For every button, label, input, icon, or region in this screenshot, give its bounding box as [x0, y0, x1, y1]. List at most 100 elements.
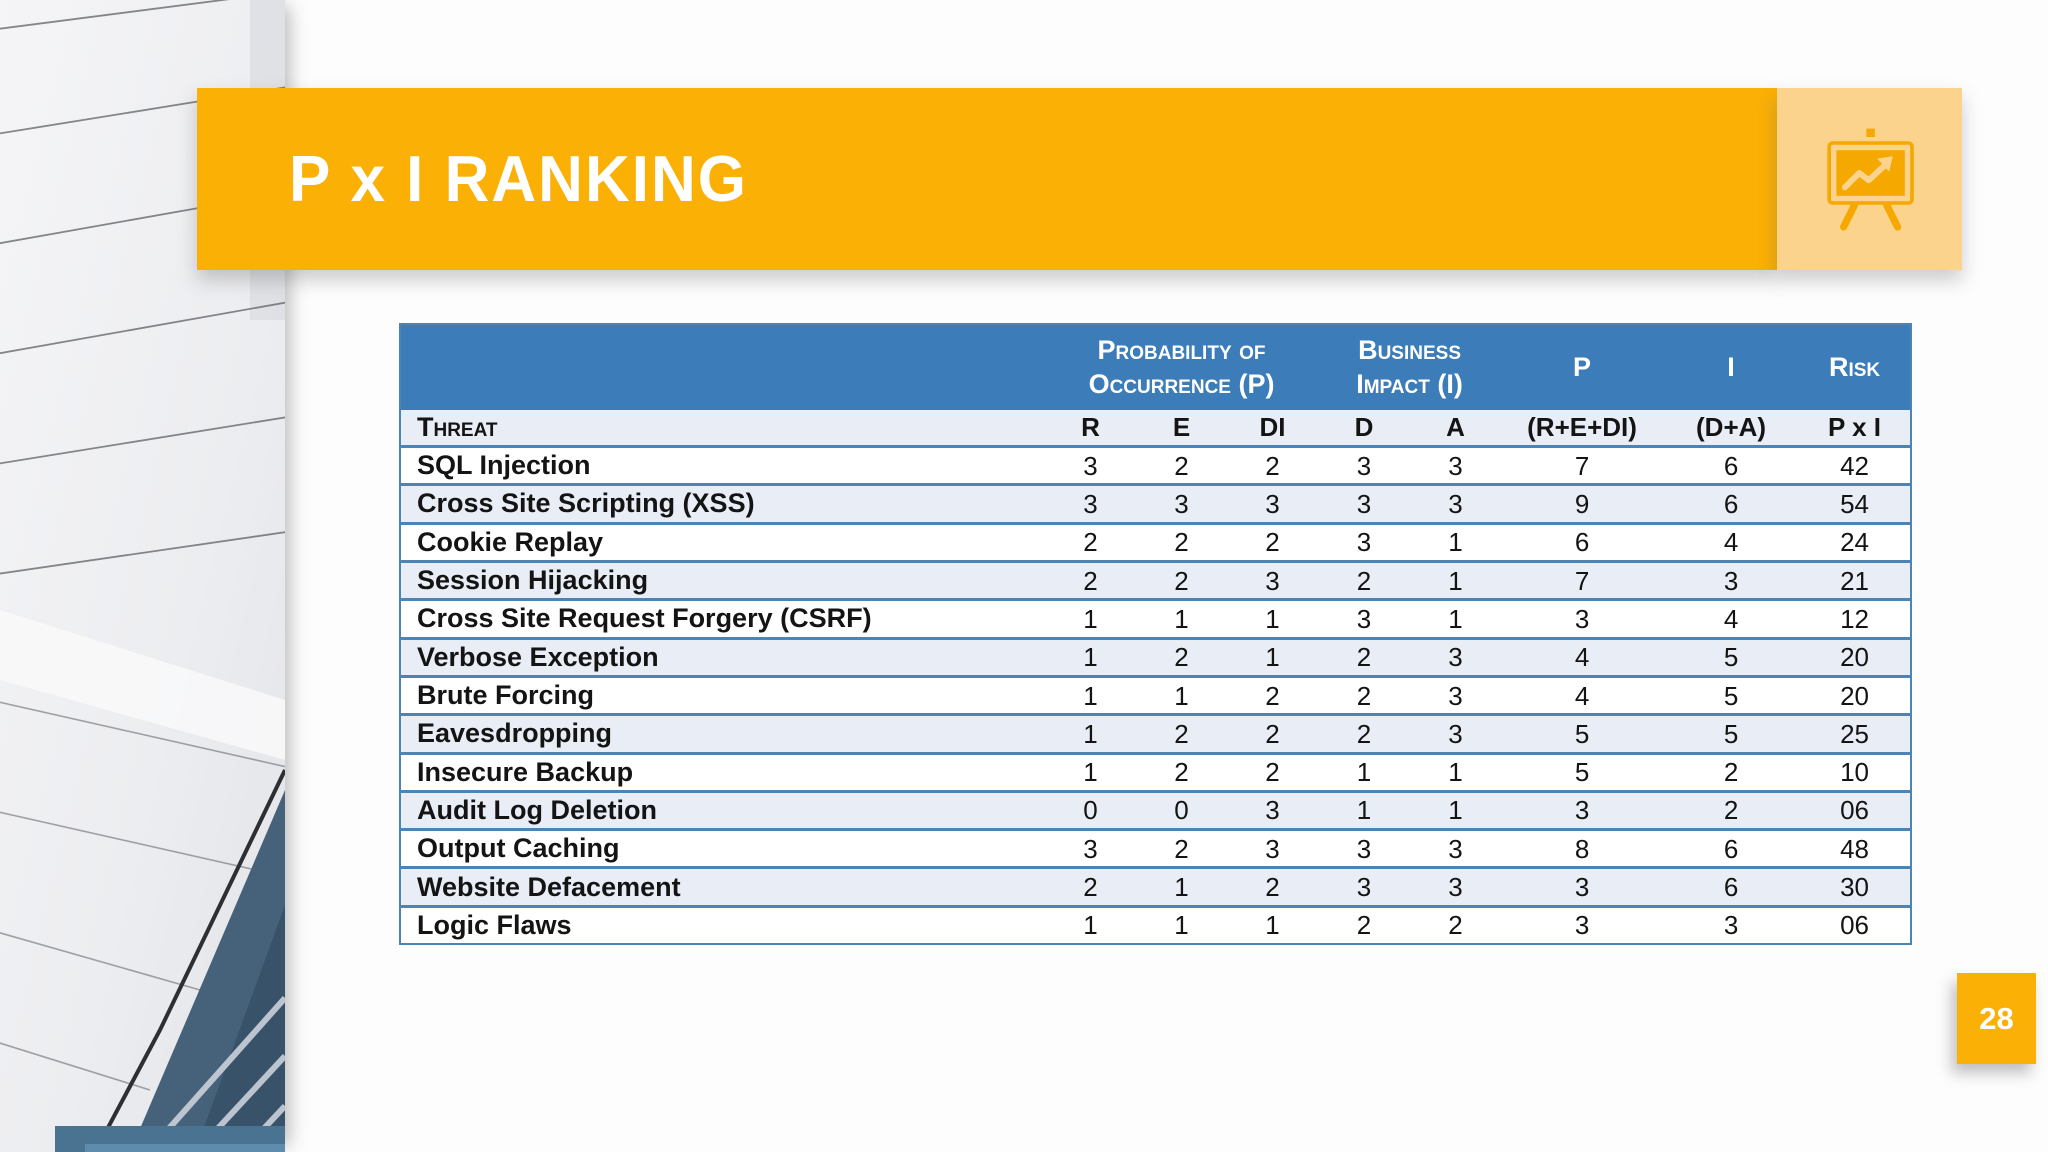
- score-cell: 3: [1227, 789, 1319, 830]
- score-cell: 2: [1045, 866, 1136, 907]
- group-header-impact: Business Impact (I): [1318, 324, 1502, 410]
- table-row: Verbose Exception 1 2 1 2 3 4 5 20: [400, 636, 1912, 677]
- score-cell: 1: [1410, 598, 1502, 639]
- score-cell: 1: [1136, 866, 1227, 907]
- score-cell: 1: [1136, 598, 1227, 639]
- threat-name: Verbose Exception: [400, 636, 1045, 677]
- score-cell: 2: [1227, 444, 1319, 485]
- score-cell: 1: [1045, 598, 1136, 639]
- group-header-p: P: [1501, 324, 1664, 410]
- score-cell: 4: [1663, 521, 1800, 562]
- column-header-p-sum: (R+E+DI): [1501, 410, 1664, 447]
- column-header-e: E: [1136, 410, 1227, 447]
- threat-name: Output Caching: [400, 828, 1045, 868]
- score-cell: 06: [1799, 789, 1912, 830]
- score-cell: 3: [1045, 828, 1136, 868]
- threat-name: Cross Site Request Forgery (CSRF): [400, 598, 1045, 639]
- score-cell: 1: [1045, 713, 1136, 753]
- score-cell: 5: [1663, 674, 1800, 715]
- score-cell: 9: [1501, 483, 1664, 524]
- threat-name: SQL Injection: [400, 444, 1045, 485]
- table-row: Session Hijacking 2 2 3 2 1 7 3 21: [400, 559, 1912, 600]
- score-cell: 2: [1045, 521, 1136, 562]
- score-cell: 21: [1799, 559, 1912, 600]
- threat-name: Brute Forcing: [400, 674, 1045, 715]
- score-cell: 5: [1501, 713, 1664, 753]
- group-header-i: I: [1663, 324, 1800, 410]
- threat-name: Audit Log Deletion: [400, 789, 1045, 830]
- score-cell: 1: [1045, 904, 1136, 944]
- group-header-risk: Risk: [1799, 324, 1912, 410]
- table-group-header-row: Probability of Occurrence (P) Business I…: [400, 324, 1912, 410]
- score-cell: 3: [1501, 904, 1664, 944]
- threat-name: Cookie Replay: [400, 521, 1045, 562]
- threat-name: Logic Flaws: [400, 904, 1045, 944]
- score-cell: 20: [1799, 636, 1912, 677]
- score-cell: 3: [1410, 444, 1502, 485]
- score-cell: 1: [1410, 559, 1502, 600]
- score-cell: 8: [1501, 828, 1664, 868]
- score-cell: 3: [1318, 598, 1411, 639]
- score-cell: 12: [1799, 598, 1912, 639]
- score-cell: 2: [1318, 636, 1411, 677]
- group-header-spacer: [400, 324, 1045, 410]
- table-row: Insecure Backup 1 2 2 1 1 5 2 10: [400, 751, 1912, 792]
- score-cell: 1: [1045, 674, 1136, 715]
- score-cell: 2: [1410, 904, 1502, 944]
- table-row: Eavesdropping 1 2 2 2 3 5 5 25: [400, 713, 1912, 753]
- score-cell: 1: [1318, 789, 1411, 830]
- score-cell: 20: [1799, 674, 1912, 715]
- score-cell: 2: [1136, 828, 1227, 868]
- score-cell: 1: [1227, 904, 1319, 944]
- score-cell: 2: [1227, 521, 1319, 562]
- title-banner: P x I RANKING: [197, 88, 1777, 270]
- column-header-threat: Threat: [400, 410, 1045, 447]
- score-cell: 3: [1318, 828, 1411, 868]
- score-cell: 2: [1318, 713, 1411, 753]
- score-cell: 5: [1663, 636, 1800, 677]
- score-cell: 2: [1227, 751, 1319, 792]
- score-cell: 3: [1501, 598, 1664, 639]
- banner-icon-box: [1777, 88, 1962, 270]
- score-cell: 3: [1045, 483, 1136, 524]
- table-row: Output Caching 3 2 3 3 3 8 6 48: [400, 828, 1912, 868]
- score-cell: 3: [1501, 866, 1664, 907]
- group-header-probability: Probability of Occurrence (P): [1045, 324, 1319, 410]
- table-row: Audit Log Deletion 0 0 3 1 1 3 2 06: [400, 789, 1912, 830]
- column-header-di: DI: [1227, 410, 1319, 447]
- score-cell: 1: [1136, 674, 1227, 715]
- score-cell: 6: [1663, 828, 1800, 868]
- score-cell: 3: [1501, 789, 1664, 830]
- score-cell: 3: [1410, 483, 1502, 524]
- score-cell: 3: [1410, 828, 1502, 868]
- score-cell: 2: [1663, 789, 1800, 830]
- table-row: Cross Site Request Forgery (CSRF) 1 1 1 3 1 3 4…: [400, 598, 1912, 639]
- score-cell: 3: [1663, 559, 1800, 600]
- score-cell: 2: [1318, 904, 1411, 944]
- score-cell: 3: [1227, 559, 1319, 600]
- score-cell: 2: [1227, 866, 1319, 907]
- score-cell: 48: [1799, 828, 1912, 868]
- threat-name: Website Defacement: [400, 866, 1045, 907]
- score-cell: 1: [1318, 751, 1411, 792]
- score-cell: 3: [1410, 866, 1502, 907]
- score-cell: 5: [1501, 751, 1664, 792]
- score-cell: 30: [1799, 866, 1912, 907]
- score-cell: 3: [1318, 444, 1411, 485]
- column-header-i-sum: (D+A): [1663, 410, 1800, 447]
- score-cell: 2: [1136, 444, 1227, 485]
- threat-name: Insecure Backup: [400, 751, 1045, 792]
- score-cell: 6: [1663, 866, 1800, 907]
- score-cell: 2: [1227, 674, 1319, 715]
- score-cell: 24: [1799, 521, 1912, 562]
- score-cell: 54: [1799, 483, 1912, 524]
- score-cell: 3: [1318, 521, 1411, 562]
- table-row: Website Defacement 2 1 2 3 3 3 6 30: [400, 866, 1912, 907]
- table-row: Cookie Replay 2 2 2 3 1 6 4 24: [400, 521, 1912, 562]
- score-cell: 1: [1136, 904, 1227, 944]
- score-cell: 3: [1136, 483, 1227, 524]
- presentation-chart-icon: [1826, 128, 1914, 231]
- score-cell: 1: [1227, 636, 1319, 677]
- score-cell: 2: [1318, 559, 1411, 600]
